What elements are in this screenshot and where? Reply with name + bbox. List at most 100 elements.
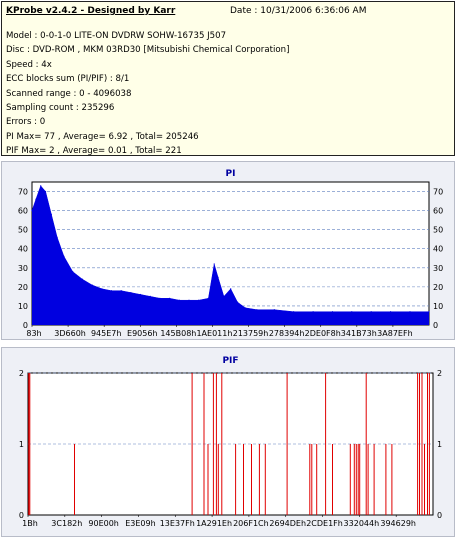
- y-tick-label-left: 40: [18, 245, 28, 254]
- pi-data-point: [178, 299, 180, 301]
- x-tick-label: 945E7h: [91, 329, 121, 338]
- x-tick-label: 1Bh: [22, 519, 38, 528]
- pi-data-point: [120, 290, 122, 292]
- sampling-line: Sampling count : 235296: [6, 102, 115, 113]
- pi-stats-line: PI Max= 77 , Average= 6.92 , Total= 2052…: [6, 131, 199, 142]
- y-tick-label-left: 0: [19, 511, 24, 520]
- range-line: Scanned range : 0 - 4096038: [6, 88, 132, 99]
- x-tick-label: 394629h: [380, 519, 416, 528]
- x-tick-label: 341B73h: [341, 329, 377, 338]
- pi-data-point: [213, 263, 215, 265]
- pi-data-point: [140, 293, 142, 296]
- pi-data-point: [207, 297, 209, 299]
- x-tick-label: 83h: [26, 329, 41, 338]
- x-tick-label: 90E00h: [88, 519, 118, 528]
- x-tick-label: 3D660h: [54, 329, 86, 338]
- pi-data-point: [217, 276, 219, 278]
- pi-data-point: [35, 198, 37, 200]
- pif-stats-line: PIF Max= 2 , Average= 0.01 , Total= 221: [6, 146, 182, 157]
- pi-data-point: [188, 299, 190, 301]
- pi-data-point: [409, 311, 411, 313]
- x-tick-label: 2CDE1Fh: [306, 519, 343, 528]
- pi-data-point: [72, 271, 74, 273]
- chart-title: PIF: [222, 356, 238, 366]
- pi-data-point: [198, 299, 200, 301]
- y-tick-label-left: 60: [18, 207, 28, 216]
- pi-data-point: [256, 309, 258, 311]
- y-tick-label-right: 2: [437, 369, 442, 378]
- y-tick-label-left: 20: [18, 283, 28, 292]
- y-tick-label-left: 10: [18, 302, 28, 311]
- pi-data-point: [370, 311, 372, 313]
- y-tick-label-right: 20: [433, 283, 443, 292]
- x-tick-label: 2DE0F8h: [305, 329, 341, 338]
- scan-details: Model : 0-0-1-0 LITE-ON DVDRW SOHW-16735…: [6, 29, 289, 159]
- y-tick-label-left: 50: [18, 226, 28, 235]
- pi-data-point: [244, 307, 246, 309]
- pi-data-point: [40, 185, 42, 187]
- x-tick-label: 213759h: [233, 329, 269, 338]
- y-tick-label-left: 2: [19, 369, 24, 378]
- pi-data-point: [110, 290, 113, 292]
- pi-data-point: [130, 292, 132, 294]
- pi-data-point: [91, 284, 93, 286]
- x-tick-label: 1AE011h: [196, 329, 232, 338]
- y-tick-label-left: 1: [19, 440, 24, 449]
- x-tick-label: E3E09h: [125, 519, 155, 528]
- y-tick-label-left: 0: [23, 321, 28, 330]
- pi-data-point: [331, 311, 334, 313]
- pi-chart: PI 0 0 10 10 20 20 30 30 40 40 50 50 60 60 70 70 83h 3D660…: [18, 169, 443, 338]
- errors-line: Errors : 0: [6, 117, 46, 128]
- y-tick-label-right: 0: [433, 321, 438, 330]
- x-tick-label: 3A87EFh: [377, 329, 412, 338]
- y-tick-label-right: 10: [433, 302, 443, 311]
- pi-data-point: [428, 311, 430, 313]
- y-tick-label-right: 70: [433, 188, 443, 197]
- pi-data-point: [56, 236, 58, 238]
- y-tick-label-right: 60: [433, 207, 443, 216]
- pi-data-point: [63, 255, 65, 257]
- pi-data-point: [293, 311, 295, 313]
- ecc-line: ECC blocks sum (PI/PIF) : 8/1: [6, 74, 130, 85]
- scan-info-panel: KProbe v2.4.2 - Designed by Karr Date : …: [1, 1, 455, 156]
- x-tick-label: 13E37Fh: [160, 519, 195, 528]
- y-tick-label-right: 1: [437, 440, 442, 449]
- app-title: KProbe v2.4.2 - Designed by Karr: [6, 6, 176, 16]
- x-tick-label: 332044h: [344, 519, 380, 528]
- y-tick-label-right: 0: [437, 511, 442, 520]
- x-tick-label: 1A291Eh: [196, 519, 232, 528]
- pi-data-point: [31, 210, 33, 212]
- x-tick-label: 278394h: [269, 329, 305, 338]
- pi-data-point: [351, 311, 353, 313]
- pi-data-point: [390, 311, 392, 313]
- pi-data-point: [312, 311, 314, 313]
- y-tick-label-right: 50: [433, 226, 443, 235]
- y-tick-label-right: 40: [433, 245, 443, 254]
- pi-data-point: [45, 190, 47, 193]
- x-tick-label: 206F1Ch: [233, 519, 269, 528]
- pi-data-point: [169, 297, 171, 299]
- pi-data-point: [230, 288, 232, 290]
- pi-data-point: [50, 213, 53, 215]
- pi-data-point: [223, 295, 225, 297]
- chart-title: PI: [226, 169, 236, 179]
- y-tick-label-right: 30: [433, 264, 443, 273]
- pi-data-point: [273, 309, 275, 311]
- scan-date: Date : 10/31/2006 6:36:06 AM: [230, 6, 367, 16]
- x-tick-label: 145B08h: [160, 329, 196, 338]
- pi-data-point: [101, 288, 103, 290]
- y-tick-label-left: 30: [18, 264, 28, 273]
- y-tick-label-left: 70: [18, 188, 28, 197]
- speed-line: Speed : 4x: [6, 59, 52, 70]
- model-line: Model : 0-0-1-0 LITE-ON DVDRW SOHW-16735…: [6, 31, 227, 41]
- pi-data-point: [159, 297, 161, 299]
- x-tick-label: 2694DEh: [269, 519, 306, 528]
- pif-chart: PIF 0 0 1 1 2 2 1Bh 3C182h 90E00h E3E09h 13E37Fh 1A2…: [19, 356, 442, 528]
- pif-chart-panel: PIF 0 0 1 1 2 2 1Bh 3C182h 90E00h E3E09h 13E37Fh 1A2…: [1, 347, 455, 537]
- pi-data-point: [81, 278, 83, 280]
- pi-chart-panel: PI 0 0 10 10 20 20 30 30 40 40 50 50 60 60 70 70 83h 3D660…: [1, 161, 455, 340]
- x-tick-label: 3C182h: [51, 519, 82, 528]
- x-tick-label: E9056h: [127, 329, 157, 338]
- disc-line: Disc : DVD-ROM , MKM 03RD30 [Mitsubishi …: [6, 45, 290, 56]
- pi-data-point: [236, 301, 239, 303]
